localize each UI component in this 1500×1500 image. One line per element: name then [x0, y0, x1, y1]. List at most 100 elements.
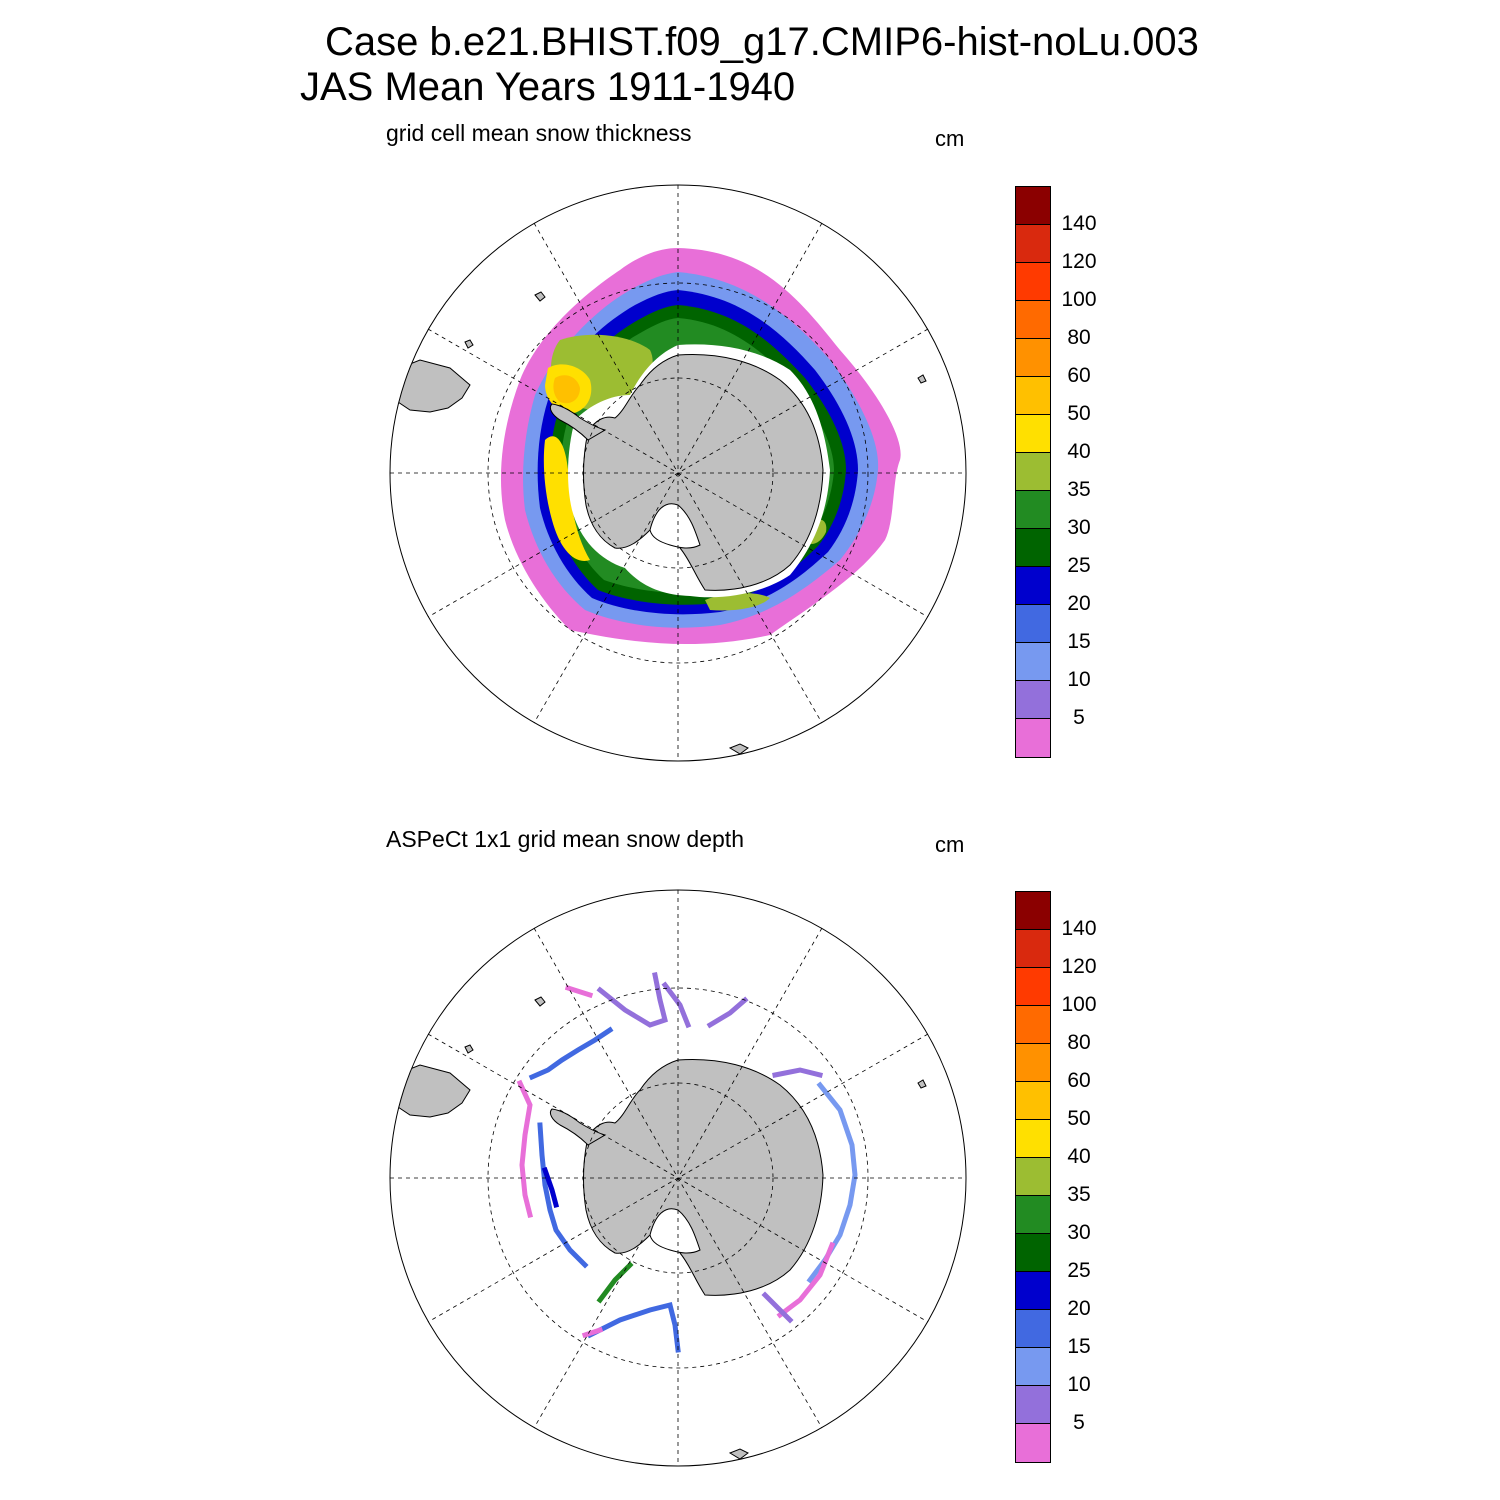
colorbar-swatch: [1016, 1234, 1050, 1272]
colorbar-tick-label: 25: [1067, 1259, 1091, 1282]
colorbar-swatch: [1016, 1424, 1050, 1462]
panel2-colorbar: [1015, 891, 1051, 1463]
island-small-2: [464, 1044, 474, 1054]
island-small-2: [464, 339, 474, 349]
colorbar-tick-label: 15: [1067, 630, 1091, 653]
panel1-units: cm: [935, 126, 965, 151]
colorbar-tick-label: 40: [1067, 440, 1091, 463]
track-west-blue: [528, 1026, 614, 1081]
colorbar-tick-label: 35: [1067, 1183, 1091, 1206]
colorbar-swatch: [1016, 968, 1050, 1006]
colorbar-tick-label: 140: [1061, 212, 1097, 235]
island-small-4: [728, 1448, 749, 1460]
colorbar-tick-label: 100: [1061, 288, 1097, 311]
track-west-pink: [516, 1079, 534, 1219]
colorbar-tick-label: 20: [1067, 592, 1091, 615]
colorbar-tick-label: 120: [1061, 250, 1097, 273]
figure-title-line1: Case b.e21.BHIST.f09_g17.CMIP6-hist-noLu…: [325, 20, 1199, 64]
track-n-purple2: [661, 981, 692, 1029]
island-small-1: [534, 291, 546, 302]
colorbar-tick-label: 140: [1061, 917, 1097, 940]
colorbar-swatch: [1016, 892, 1050, 930]
island-small-1: [534, 996, 546, 1007]
south-america-land: [394, 359, 471, 413]
colorbar-swatch: [1016, 529, 1050, 567]
colorbar-swatch: [1016, 1348, 1050, 1386]
track-n-purple: [596, 972, 668, 1028]
colorbar-tick-label: 15: [1067, 1335, 1091, 1358]
colorbar-swatch: [1016, 930, 1050, 968]
colorbar-swatch: [1016, 415, 1050, 453]
colorbar-swatch: [1016, 605, 1050, 643]
colorbar-swatch: [1016, 1158, 1050, 1196]
colorbar-tick-label: 10: [1067, 668, 1091, 691]
colorbar-tick-label: 60: [1067, 364, 1091, 387]
ross-ice-shelf: [649, 503, 701, 549]
antarctica-land: [583, 1059, 824, 1296]
colorbar-swatch: [1016, 1272, 1050, 1310]
colorbar-swatch: [1016, 1310, 1050, 1348]
colorbar-swatch: [1016, 1006, 1050, 1044]
track-ne-purple: [706, 996, 749, 1029]
colorbar-swatch: [1016, 567, 1050, 605]
colorbar-swatch: [1016, 1082, 1050, 1120]
track-west-blue2: [537, 1122, 589, 1269]
colorbar-tick-label: 50: [1067, 1107, 1091, 1130]
colorbar-swatch: [1016, 719, 1050, 757]
track-e-pink: [776, 1241, 836, 1319]
track-ne-purple2: [772, 1067, 824, 1079]
colorbar-swatch: [1016, 1120, 1050, 1158]
colorbar-tick-label: 5: [1073, 1411, 1085, 1434]
track-se-purple: [761, 1291, 794, 1324]
colorbar-tick-label: 80: [1067, 1031, 1091, 1054]
colorbar-swatch: [1016, 377, 1050, 415]
colorbar-tick-label: 20: [1067, 1297, 1091, 1320]
colorbar-swatch: [1016, 643, 1050, 681]
track-sw-blue: [586, 1301, 681, 1353]
colorbar-tick-label: 30: [1067, 516, 1091, 539]
track-west-darkblue: [541, 1166, 560, 1209]
colorbar-tick-label: 25: [1067, 554, 1091, 577]
panel1-colorbar: [1015, 186, 1051, 758]
snow-patch-orange-wsea: [553, 375, 580, 404]
colorbar-swatch: [1016, 187, 1050, 225]
antarctic-peninsula-land: [549, 403, 607, 441]
colorbar-tick-label: 35: [1067, 478, 1091, 501]
track-sw-pink: [581, 1326, 604, 1339]
figure-title-line2: JAS Mean Years 1911-1940: [300, 65, 796, 109]
map-boundary: [389, 889, 967, 1467]
track-nw-pink: [564, 984, 594, 999]
island-small-4: [728, 743, 749, 755]
colorbar-swatch: [1016, 453, 1050, 491]
colorbar-swatch: [1016, 301, 1050, 339]
colorbar-swatch: [1016, 339, 1050, 377]
graticule: [390, 890, 966, 1466]
colorbar-swatch: [1016, 225, 1050, 263]
colorbar-tick-label: 100: [1061, 993, 1097, 1016]
colorbar-tick-label: 40: [1067, 1145, 1091, 1168]
island-small-3: [917, 374, 927, 384]
colorbar-tick-label: 60: [1067, 1069, 1091, 1092]
panel2-polar-map: [389, 889, 967, 1467]
antarctic-peninsula-land: [549, 1108, 607, 1146]
colorbar-tick-label: 5: [1073, 706, 1085, 729]
colorbar-swatch: [1016, 1044, 1050, 1082]
colorbar-tick-label: 120: [1061, 955, 1097, 978]
colorbar-swatch: [1016, 263, 1050, 301]
south-america-land: [394, 1064, 471, 1118]
snow-patch-olive-south: [705, 593, 770, 611]
colorbar-tick-label: 50: [1067, 402, 1091, 425]
snow-patch-yellow-west: [543, 436, 590, 561]
panel2-units: cm: [935, 832, 965, 857]
colorbar-tick-label: 80: [1067, 326, 1091, 349]
colorbar-swatch: [1016, 491, 1050, 529]
colorbar-swatch: [1016, 1196, 1050, 1234]
colorbar-tick-label: 30: [1067, 1221, 1091, 1244]
panel1-polar-map: [389, 184, 967, 762]
panel2-subtitle: ASPeCt 1x1 grid mean snow depth: [386, 826, 744, 852]
track-sw-green: [596, 1261, 634, 1304]
panel1-subtitle: grid cell mean snow thickness: [386, 120, 692, 146]
island-small-3: [917, 1079, 927, 1089]
colorbar-tick-label: 10: [1067, 1373, 1091, 1396]
colorbar-swatch: [1016, 681, 1050, 719]
